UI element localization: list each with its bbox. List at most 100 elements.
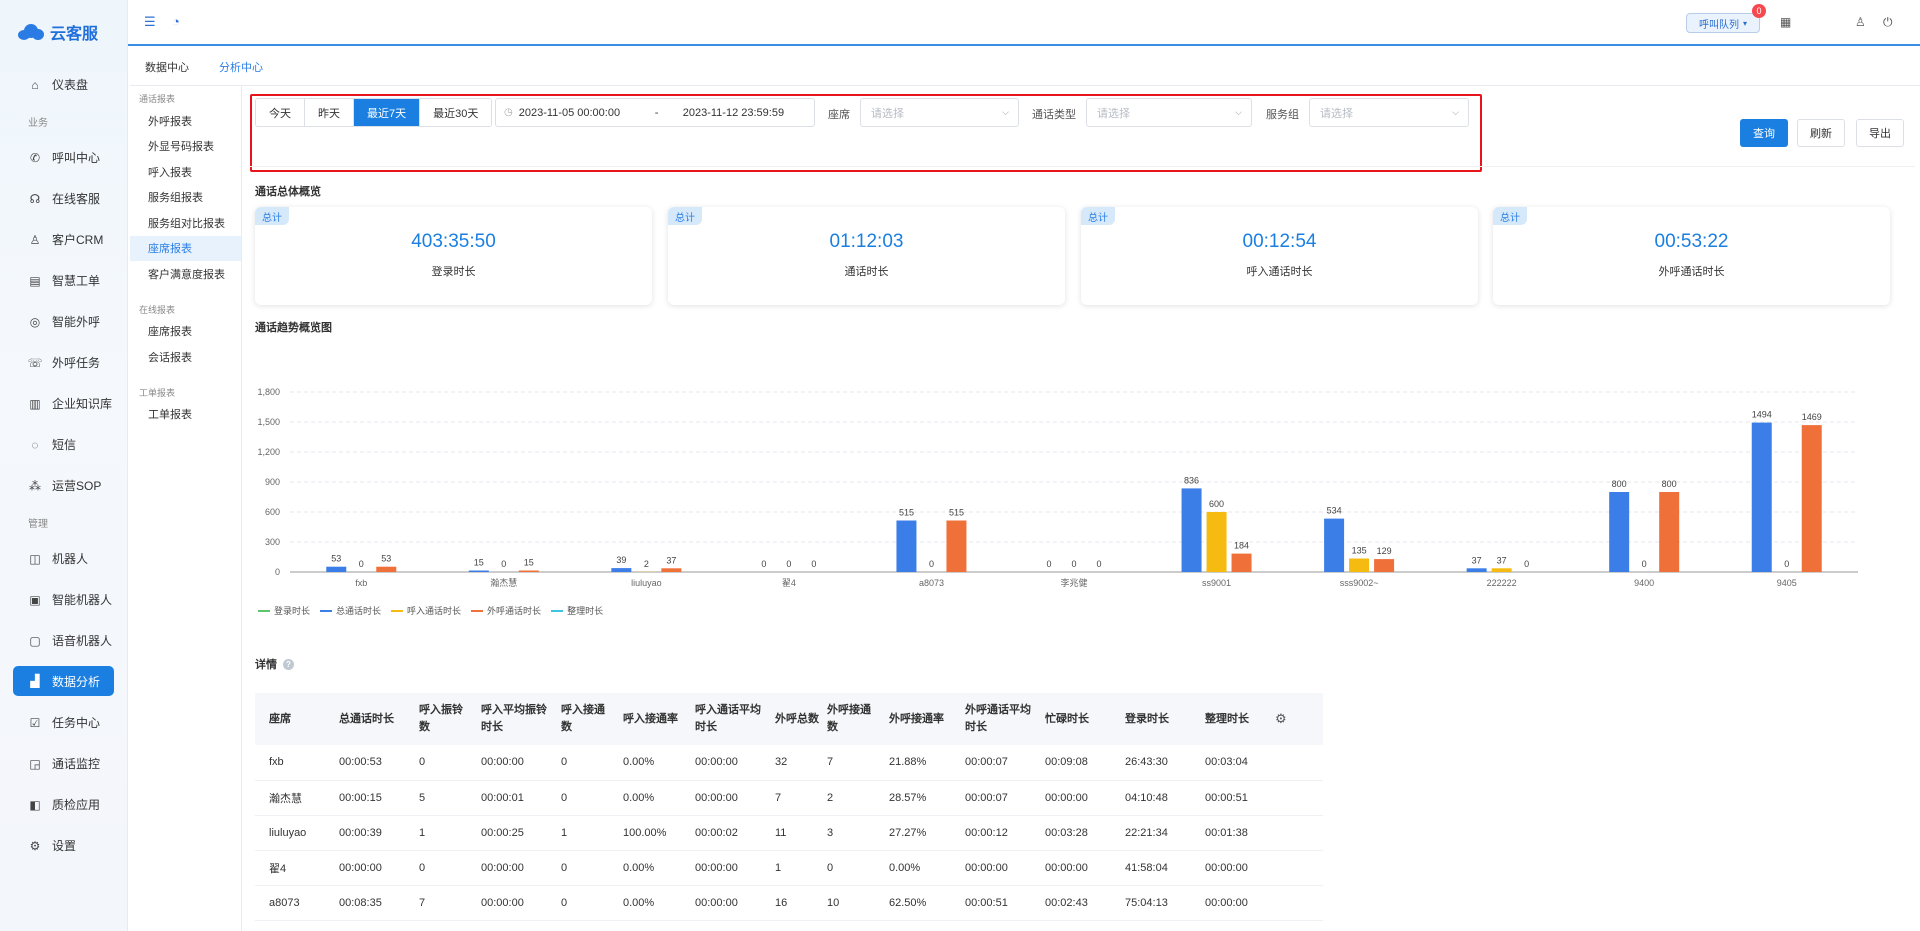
table-row[interactable]: liuluyao 00:00:39 1 00:00:25 1 100.00% 00:00:0… [255,815,1323,851]
sidebar-item-phone[interactable]: ✆ 呼叫中心 [0,137,127,178]
tab-analysis-center[interactable]: 分析中心 [219,61,263,74]
data-label: 1494 [1752,410,1772,420]
column-header: 外呼接通率 [885,693,961,745]
table-cell: 1 [557,815,619,851]
sidebar-item-task[interactable]: ☑ 任务中心 [0,702,127,743]
table-cell: 32 [771,745,823,781]
sidebar-item-flow[interactable]: ⁂ 运营SOP [0,465,127,506]
sidebar-item-home[interactable]: ⌂ 仪表盘 [0,64,127,105]
legend-label: 外呼通话时长 [487,606,542,616]
power-icon[interactable]: ⏻ [1883,15,1893,29]
legend-item[interactable]: 登录时长 [258,604,310,617]
table-row[interactable]: 翟4 00:00:00 0 00:00:00 0 0.00% 00:00:00 1 0 0.00%… [255,850,1323,886]
bar [1181,488,1202,572]
trend-bar-chart: 0 300 600 900 1,200 1,500 1,800 53 0 53 fxb 15 0 15 瀚杰… [257,387,1858,588]
sidebar-item-book[interactable]: ▥ 企业知识库 [0,383,127,424]
sidebar-item-settings[interactable]: ⚙ 设置 [0,825,127,866]
report-nav-item[interactable]: 服务组对比报表 [148,217,225,230]
sidebar-item-monitor[interactable]: ◲ 通话监控 [0,743,127,784]
legend-item[interactable]: 外呼通话时长 [471,604,541,617]
service-group-select[interactable]: 请选择 ⌵ [1309,98,1469,127]
sidebar-item-outbound[interactable]: ☏ 外呼任务 [0,342,127,383]
collapse-menu-icon[interactable]: ☰ [144,14,156,29]
report-nav-item[interactable]: 座席报表 [130,235,241,261]
agent-select[interactable]: 请选择 ⌵ [860,98,1019,127]
table-cell: 16 [771,885,823,921]
data-label: 37 [1472,555,1482,565]
sidebar-item-chart[interactable]: ▟ 数据分析 [13,666,114,696]
call-queue-button[interactable]: 呼叫队列 ▾ [1686,13,1760,33]
query-button[interactable]: 查询 [1740,119,1788,147]
report-nav-item[interactable]: 客户满意度报表 [148,268,225,281]
table-cell: fxb [255,745,335,781]
table-cell: 00:00:39 [335,815,415,851]
report-nav-item[interactable]: 工单报表 [148,409,192,422]
gear-icon[interactable]: ⚙ [1275,710,1287,726]
report-nav-item[interactable]: 会话报表 [148,351,192,364]
data-label: 836 [1184,475,1199,485]
help-icon[interactable]: ? [283,658,294,670]
legend-label: 总通话时长 [336,606,382,616]
sidebar-item-label: 外呼任务 [52,356,101,370]
sidebar-item-inspect[interactable]: ◧ 质检应用 [0,784,127,825]
report-nav-item[interactable]: 服务组报表 [148,192,203,205]
table-cell: 04:10:48 [1121,780,1201,816]
sidebar-item-label: 客户CRM [52,233,104,247]
chat-bubble-icon[interactable]: ◔ [172,14,180,29]
refresh-button[interactable]: 刷新 [1797,119,1845,147]
data-label: 53 [331,554,341,564]
sidebar-item-smart-robot[interactable]: ▣ 智能机器人 [0,579,127,620]
headset-icon: ☊ [29,191,41,206]
sidebar-item-user[interactable]: ♙ 客户CRM [0,219,127,260]
user-icon[interactable]: ♙ [1855,15,1866,29]
range-button[interactable]: 最近7天 [354,99,421,126]
table-row[interactable]: fxb 00:00:53 0 00:00:00 0 0.00% 00:00:00 32 7 21.… [255,745,1323,781]
sidebar-item-headset[interactable]: ☊ 在线客服 [0,178,127,219]
table-cell: 00:03:28 [1041,815,1121,851]
legend-item[interactable]: 整理时长 [551,604,603,617]
stat-label: 外呼通话时长 [1658,266,1725,278]
range-button[interactable]: 今天 [256,99,305,126]
column-header: 外呼总数 [771,693,823,745]
table-cell: 0.00% [619,885,691,921]
table-cell: 0 [557,745,619,781]
legend-item[interactable]: 呼入通话时长 [391,604,461,617]
data-label: 600 [1209,499,1224,509]
call-type-filter-label: 通话类型 [1032,109,1076,121]
sidebar-group-label: 业务 [28,117,48,129]
report-nav-item[interactable]: 呼入报表 [148,166,192,179]
sidebar-item-document[interactable]: ▤ 智慧工单 [0,260,127,301]
table-row[interactable]: a8073 00:08:35 7 00:00:00 0 0.00% 00:00:00 16 10… [255,885,1323,921]
table-row[interactable]: 瀚杰慧 00:00:15 5 00:00:01 0 0.00% 00:00:00 7 2 28.5… [255,780,1323,816]
app-logo[interactable]: 云客服 [0,0,127,64]
stat-value: 00:53:22 [1654,231,1729,252]
document-status-icon[interactable]: ▦ [1780,15,1792,29]
export-button[interactable]: 导出 [1856,119,1904,147]
call-type-select[interactable]: 请选择 ⌵ [1086,98,1252,127]
sidebar-item-robot[interactable]: ◫ 机器人 [0,538,127,579]
sidebar-item-label: 运营SOP [52,479,102,493]
sidebar-item-label: 质检应用 [52,798,101,812]
range-button[interactable]: 昨天 [305,99,354,126]
sidebar-item-message[interactable]: ◌ 短信 [0,424,127,465]
sidebar-item-label: 数据分析 [52,674,101,689]
x-tick-label: 9400 [1634,578,1654,588]
report-nav-item[interactable]: 外显号码报表 [148,141,214,154]
tab-data-center[interactable]: 数据中心 [145,61,189,74]
sidebar-item-label: 智能机器人 [52,593,113,607]
sidebar-item-chat-phone[interactable]: ◎ 智能外呼 [0,301,127,342]
sidebar-item-voice-robot[interactable]: ▢ 语音机器人 [0,620,127,661]
date-range-picker[interactable]: ◷ 2023-11-05 00:00:00 - 2023-11-12 23:59… [495,98,815,127]
range-button[interactable]: 最近30天 [420,99,492,126]
task-icon: ☑ [29,715,41,730]
x-tick-label: 9405 [1777,578,1797,588]
table-cell [1271,885,1323,921]
report-nav-item[interactable]: 外呼报表 [148,115,192,128]
book-icon: ▥ [29,396,41,411]
y-tick-label: 600 [265,507,280,517]
top-bar: ☰ ◔ 呼叫队列 ▾ 0 ▦ ♙ ⏻ [128,0,1920,46]
column-header: 呼入振铃数 [415,693,477,745]
report-nav-item[interactable]: 座席报表 [148,326,192,339]
legend-item[interactable]: 总通话时长 [320,604,381,617]
chat-phone-icon: ◎ [29,314,41,329]
